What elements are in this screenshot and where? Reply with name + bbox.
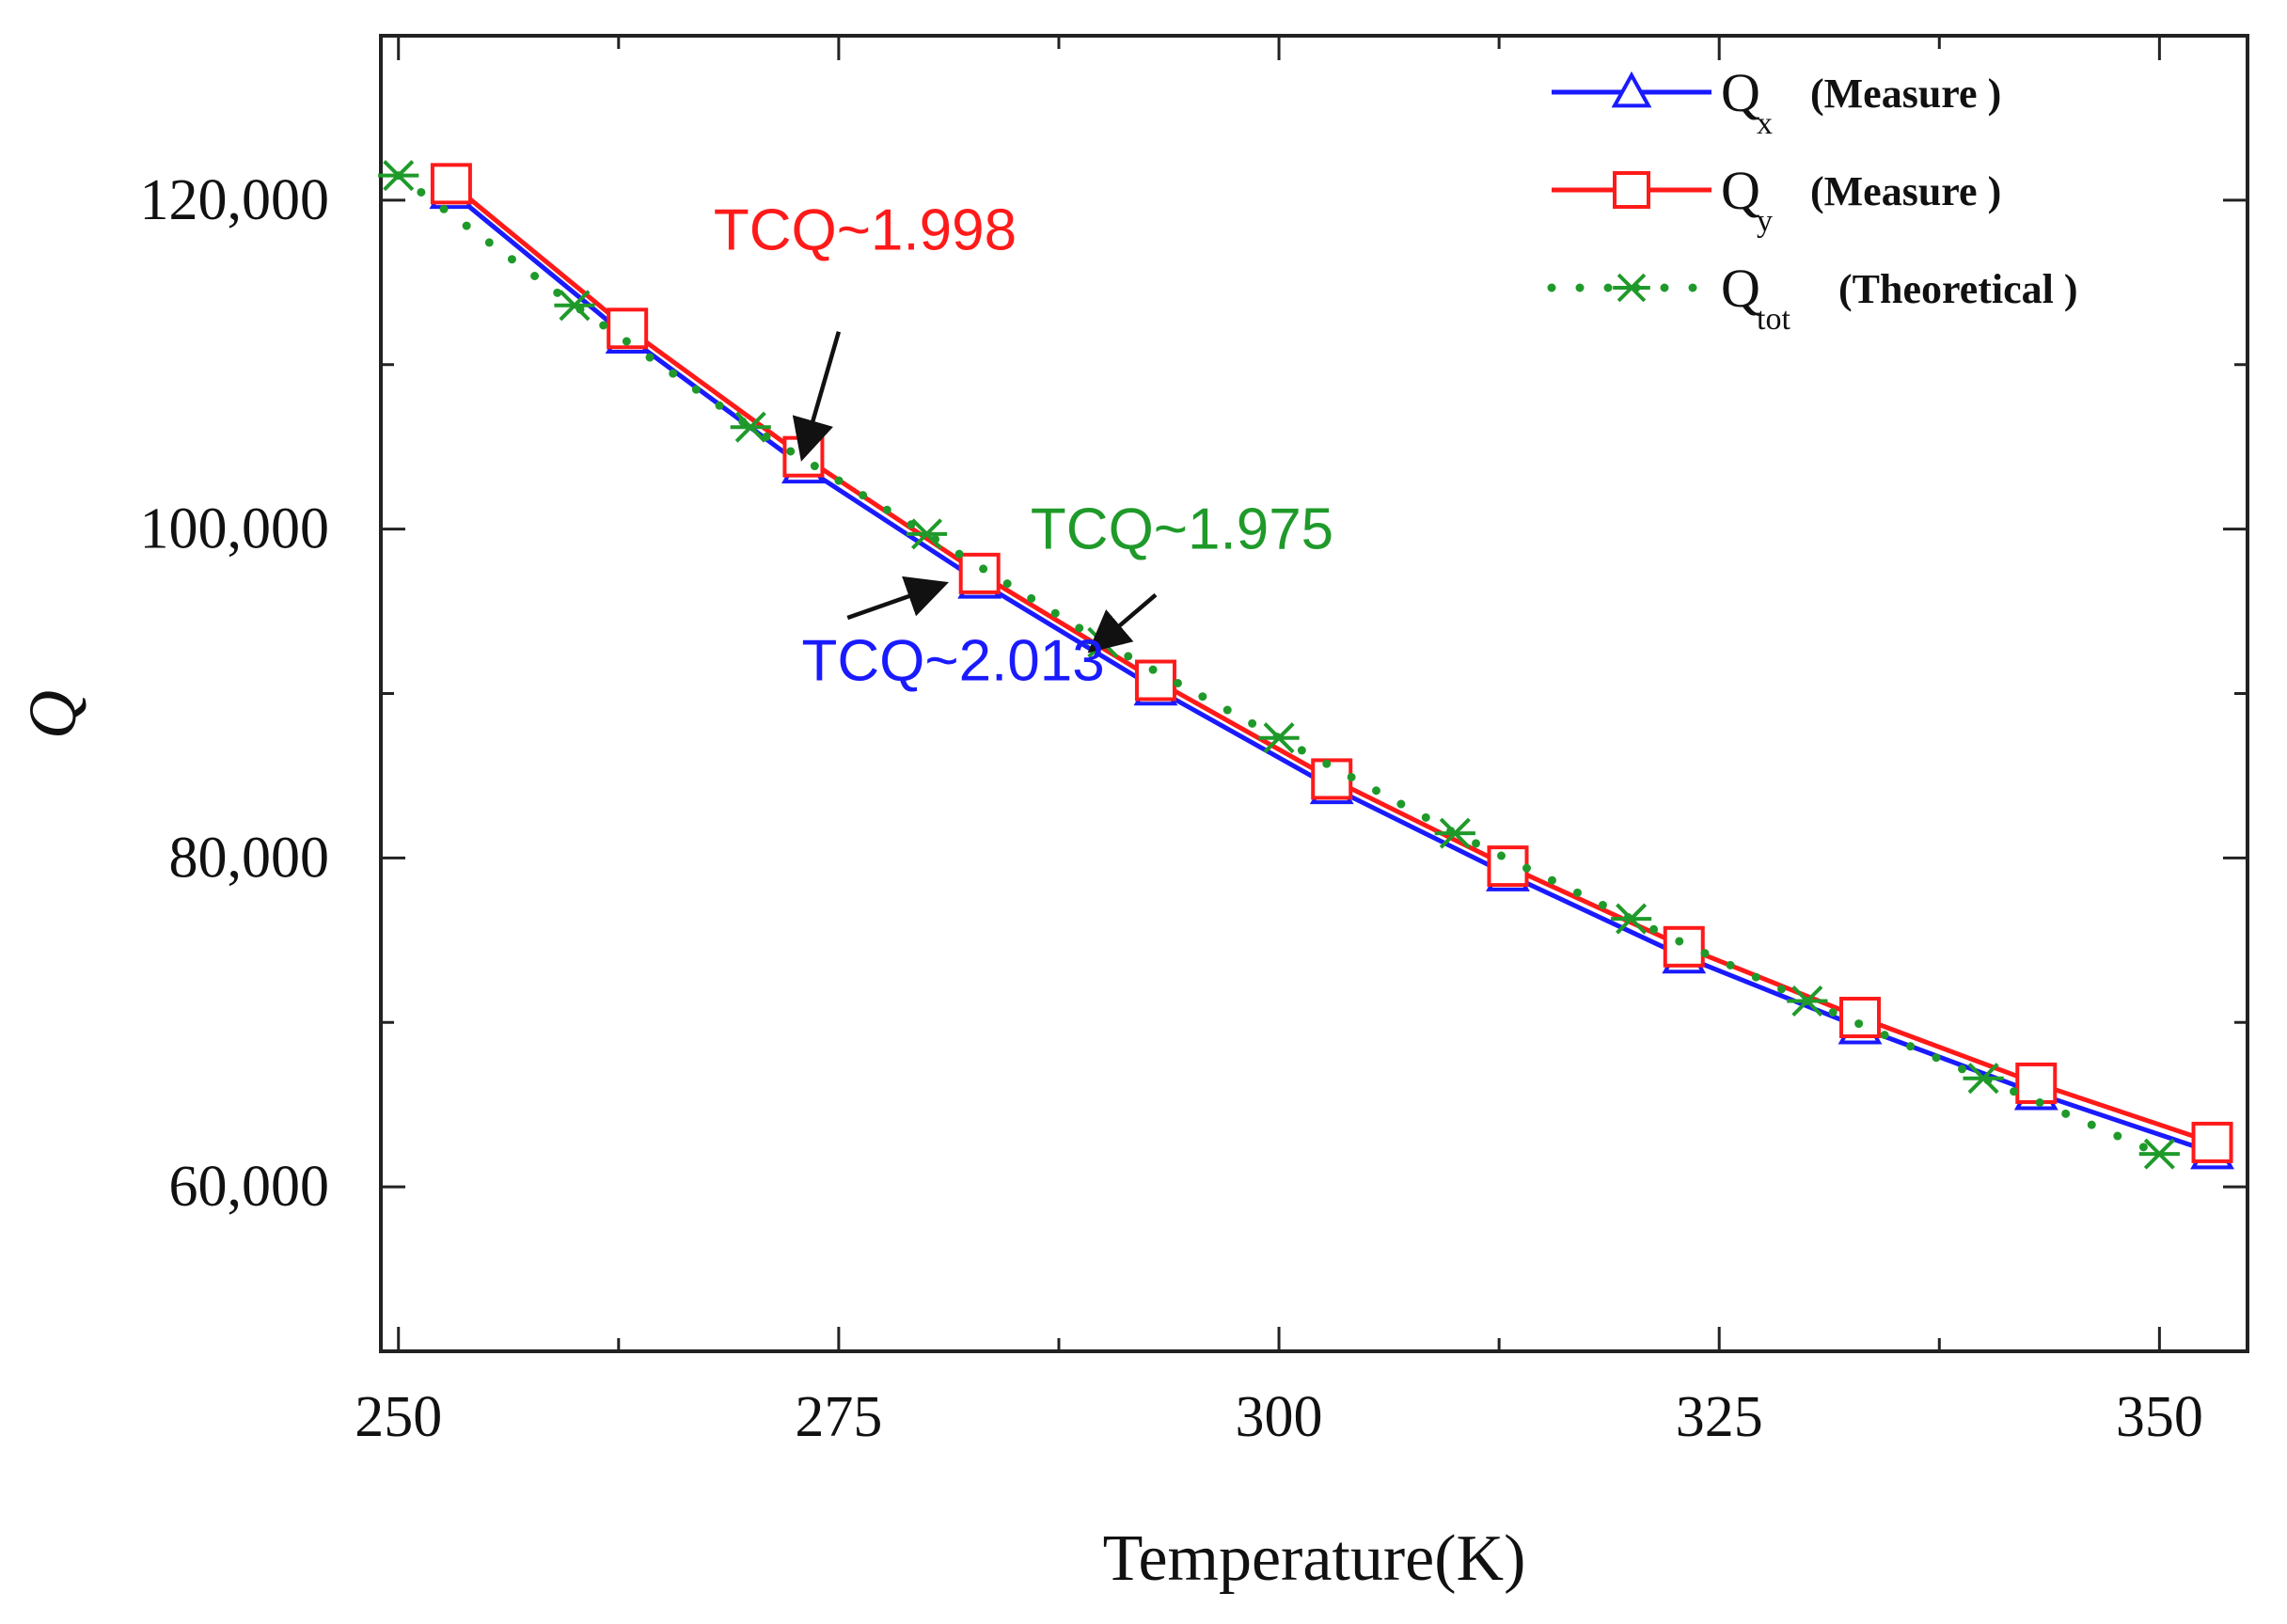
legend-label: Q	[1721, 160, 1760, 221]
data-point-asterisk	[554, 290, 595, 322]
data-point-asterisk	[730, 411, 771, 443]
legend-label: Q	[1721, 258, 1760, 319]
data-point-square	[2015, 1062, 2058, 1104]
data-point-asterisk	[2138, 1138, 2180, 1170]
x-tick-label: 350	[2116, 1385, 2203, 1449]
legend-label: Q	[1721, 62, 1760, 123]
axis-ticks: 250 275 300 325 350 60,000 80,000 100,000 120,00…	[140, 36, 2248, 1449]
asterisk-stroke	[1439, 817, 1471, 849]
plot-frame	[379, 34, 2249, 1353]
data-point-asterisk	[1258, 722, 1300, 754]
data-point-square	[1613, 171, 1650, 209]
annotation-label: TCQ~2.013	[801, 629, 1104, 694]
data-point-asterisk	[1613, 273, 1650, 303]
asterisk-stroke	[1616, 903, 1648, 935]
asterisk-stroke	[559, 290, 591, 322]
x-axis-label: Temperature(K)	[1103, 1522, 1526, 1595]
x-tick-label: 275	[795, 1385, 882, 1449]
asterisk-stroke	[1263, 722, 1295, 754]
series-tot	[378, 160, 2180, 1170]
series-line-x	[450, 190, 2214, 1155]
data-point-square	[430, 163, 472, 205]
legend-description: (Measure )	[1810, 168, 2001, 214]
data-point-square	[958, 552, 1001, 594]
y-axis-label: Q	[15, 690, 90, 739]
series-layer	[378, 160, 2234, 1170]
y-tick-label: 100,000	[140, 497, 330, 561]
data-point-square	[2191, 1121, 2233, 1163]
data-point-asterisk	[1963, 1063, 2004, 1095]
y-tick-label: 60,000	[169, 1155, 330, 1219]
asterisk-stroke	[383, 160, 415, 192]
x-tick-label: 250	[355, 1385, 442, 1449]
data-point-asterisk	[1434, 817, 1475, 849]
x-tick-label: 300	[1236, 1385, 1323, 1449]
data-point-asterisk	[378, 160, 419, 192]
series-x	[429, 169, 2234, 1170]
legend-subscript: tot	[1757, 302, 1790, 337]
data-point-square	[607, 307, 649, 350]
annotation-arrow	[1087, 592, 1158, 654]
asterisk-stroke	[1791, 985, 1823, 1017]
annotation-arrow	[792, 331, 842, 462]
data-point-asterisk	[1610, 903, 1652, 935]
x-tick-label: 325	[1676, 1385, 1763, 1449]
y-tick-label: 120,000	[140, 168, 330, 232]
legend-entry-y: Qy (Measure )	[1552, 160, 2001, 239]
asterisk-stroke	[910, 518, 943, 550]
annotation-label: TCQ~1.975	[1031, 497, 1333, 562]
data-point-asterisk	[906, 518, 948, 550]
legend-subscript: y	[1757, 204, 1773, 239]
y-tick-label: 80,000	[169, 826, 330, 890]
data-point-square	[1839, 997, 1882, 1039]
data-point-asterisk	[1787, 985, 1828, 1017]
legend-subscript: x	[1757, 106, 1773, 141]
asterisk-stroke	[1617, 273, 1647, 303]
legend-description: (Measure )	[1810, 71, 2001, 117]
annotation-label: TCQ~1.998	[714, 197, 1017, 262]
data-point-triangle	[1611, 71, 1652, 108]
asterisk-stroke	[2143, 1138, 2175, 1170]
asterisk-stroke	[734, 411, 766, 443]
series-line-y	[450, 181, 2214, 1145]
series-y	[430, 163, 2233, 1163]
asterisk-stroke	[1967, 1063, 1999, 1095]
data-point-square	[1311, 758, 1353, 800]
data-point-square	[1663, 925, 1705, 968]
series-line-tot	[394, 171, 2164, 1159]
plot-border	[379, 34, 2249, 1353]
legend-entry-x: Qx (Measure )	[1552, 62, 2001, 141]
annotations: TCQ~1.998 TCQ~1.975 TCQ~2.013	[714, 197, 1333, 693]
legend-description: (Theoretical )	[1838, 266, 2078, 312]
annotation-arrow	[846, 575, 949, 621]
data-point-square	[1487, 845, 1529, 888]
data-point-square	[782, 435, 825, 478]
